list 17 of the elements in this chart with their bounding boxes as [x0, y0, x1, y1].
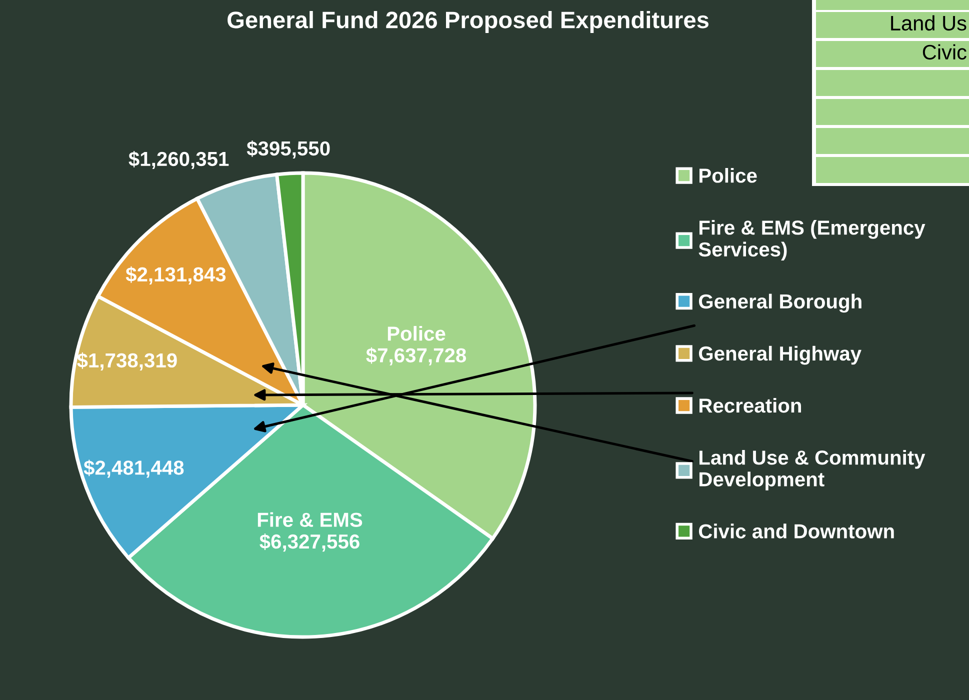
data-label: $2,131,843 — [126, 266, 226, 284]
legend-label: Recreation — [700, 398, 801, 413]
text: Civic — [922, 44, 966, 60]
chart-title: General Fund 2026 Proposed Expenditures — [228, 10, 708, 34]
data-label: Police $7,637,728 — [366, 326, 466, 366]
legend-label: General Borough — [698, 294, 862, 313]
data-label: $1,260,351 — [128, 150, 229, 170]
data-label: $2,481,448 — [84, 460, 184, 478]
legend-label: Civic and Downtown — [698, 524, 894, 538]
data-label: $395,550 — [246, 140, 330, 159]
legend-label: Fire & EMS (Emergency Services) — [698, 220, 926, 261]
legend-label: Land Use & Community Development — [700, 450, 926, 490]
data-label: Fire & EMS $6,327,556 — [258, 512, 362, 552]
text: Land Us — [891, 15, 966, 31]
data-label: $1,738,319 — [77, 352, 177, 370]
legend-label: General Highway — [698, 346, 862, 365]
legend-label: Police — [700, 168, 757, 183]
